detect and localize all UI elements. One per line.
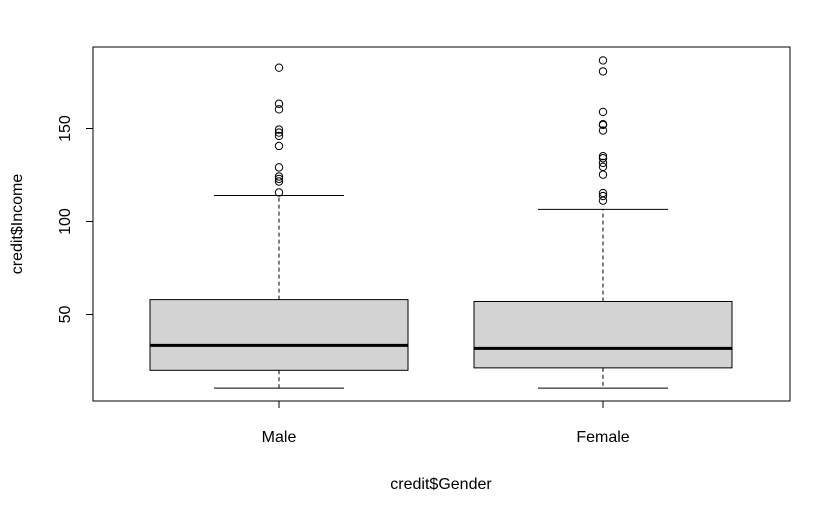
outlier-point	[274, 125, 284, 134]
outlier-point	[274, 141, 284, 151]
y-tick-label: 50	[57, 306, 74, 324]
outlier-point	[598, 154, 608, 163]
outlier-point	[274, 188, 284, 197]
y-tick-label: 100	[57, 208, 74, 235]
plot-marks	[149, 56, 733, 389]
box-female	[473, 56, 733, 389]
x-tick-label: Female	[576, 429, 629, 446]
outlier-point	[274, 174, 284, 184]
outlier-point	[598, 191, 608, 201]
outlier-point	[274, 99, 284, 108]
x-axis: Male Female	[262, 400, 630, 446]
outlier-point	[598, 107, 608, 117]
box-male	[149, 63, 409, 389]
y-axis: 50 100 150	[57, 115, 94, 324]
outlier-point	[598, 152, 608, 161]
outlier-point	[598, 126, 608, 135]
outlier-point	[598, 67, 608, 76]
outlier-point	[274, 177, 284, 186]
x-axis-label: credit$Gender	[390, 476, 492, 493]
outlier-point	[274, 128, 284, 137]
outlier-point	[274, 131, 284, 141]
outlier-point	[274, 172, 284, 181]
x-tick-label: Male	[262, 429, 297, 446]
outlier-point	[598, 162, 608, 172]
outlier-point	[598, 188, 608, 198]
outlier-point	[598, 120, 608, 129]
y-tick-label: 150	[57, 115, 74, 142]
y-axis-label: credit$Income	[9, 174, 26, 275]
outlier-point	[274, 105, 284, 114]
iqr-box	[149, 299, 409, 371]
outlier-point	[598, 56, 608, 65]
outlier-point	[274, 63, 284, 72]
outlier-point	[598, 158, 608, 168]
outlier-point	[274, 163, 284, 172]
iqr-box	[473, 300, 733, 369]
outlier-point	[598, 170, 608, 179]
